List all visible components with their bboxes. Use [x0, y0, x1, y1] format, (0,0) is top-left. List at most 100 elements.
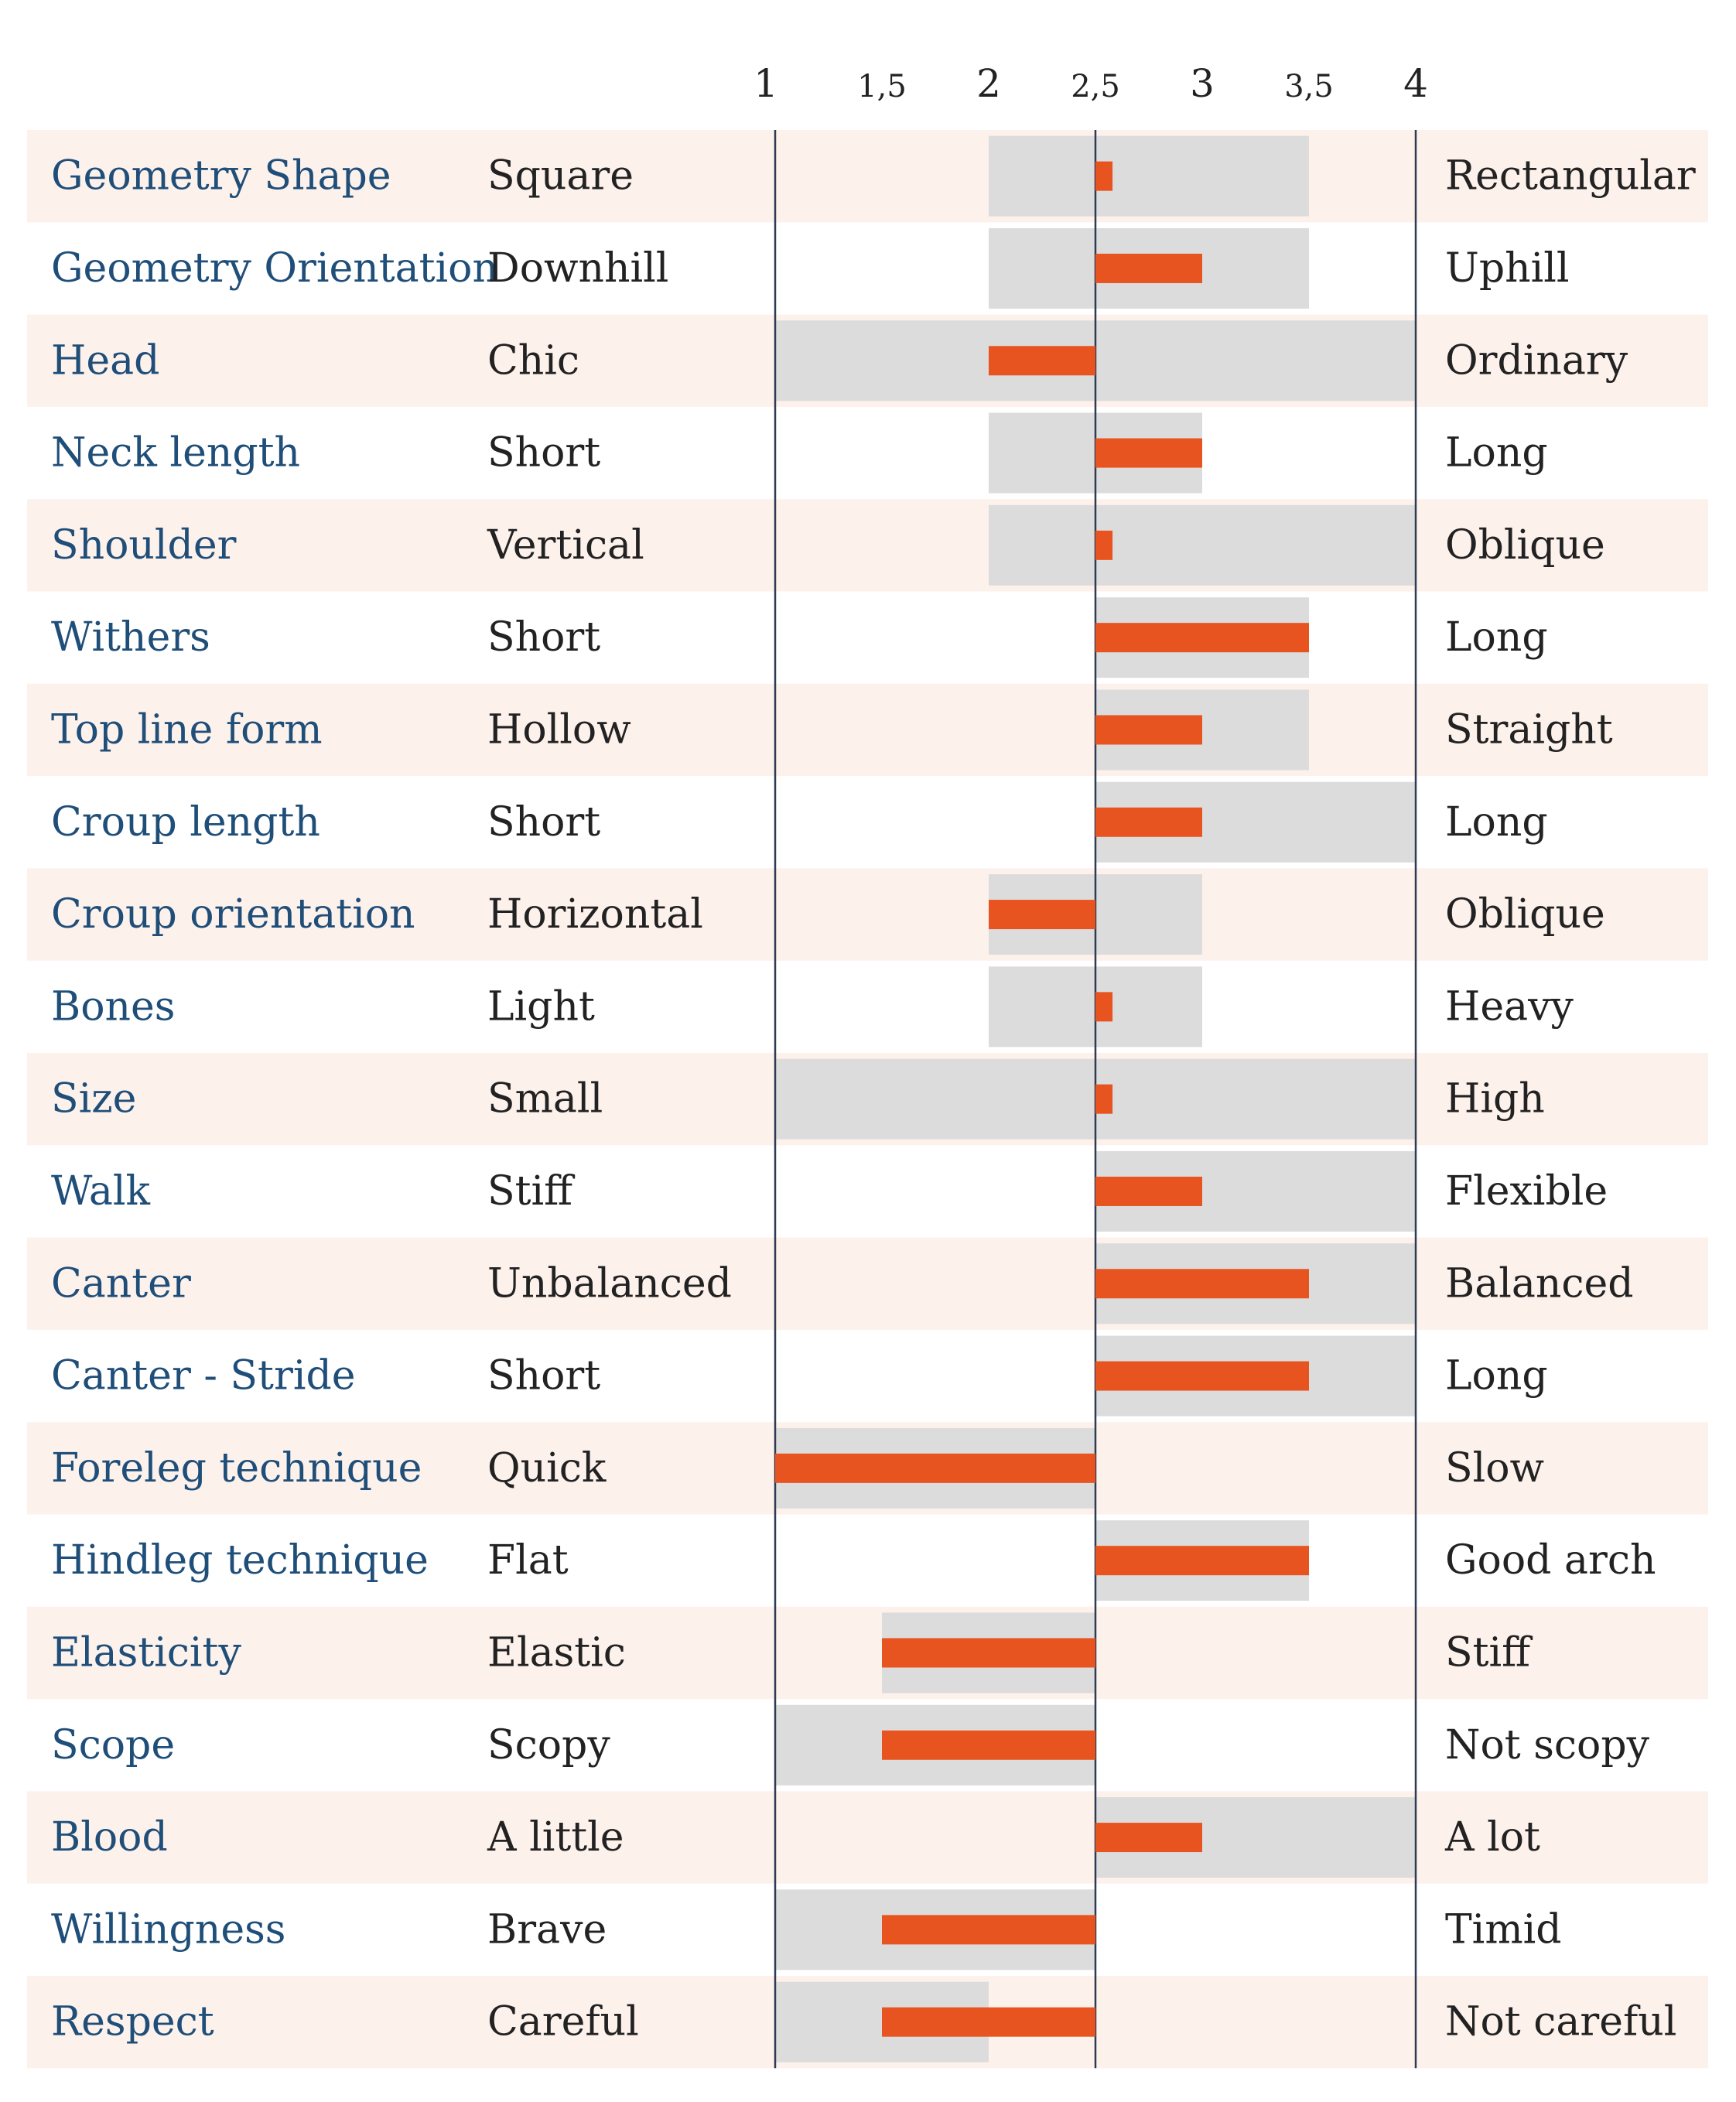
high-pole-label: Long [1445, 1353, 1548, 1400]
value-bar [989, 346, 1095, 376]
low-pole-label: Careful [487, 1999, 639, 2046]
trait-label: Neck length [51, 430, 300, 477]
low-pole-label: Downhill [487, 245, 668, 292]
row-stripe [27, 868, 1708, 961]
trait-label: Head [51, 337, 159, 384]
high-pole-label: Long [1445, 614, 1548, 661]
high-pole-label: Flexible [1445, 1168, 1608, 1215]
low-pole-label: Small [487, 1076, 603, 1123]
trait-label: Croup orientation [51, 891, 415, 938]
trait-label: Shoulder [51, 522, 237, 569]
low-pole-label: Quick [487, 1445, 607, 1492]
high-pole-label: Ordinary [1445, 337, 1628, 384]
value-bar [1095, 253, 1202, 283]
value-bar [1095, 1546, 1309, 1576]
high-pole-label: Rectangular [1445, 153, 1696, 200]
trait-label: Geometry Orientation [51, 245, 498, 292]
high-pole-label: Balanced [1445, 1260, 1634, 1307]
trait-label: Scope [51, 1722, 175, 1769]
value-bar [882, 1638, 1095, 1668]
value-bar [1095, 1269, 1309, 1299]
trait-label: Size [51, 1076, 136, 1123]
row-stripe [27, 1606, 1708, 1700]
low-pole-label: Stiff [487, 1168, 576, 1215]
high-pole-label: Stiff [1445, 1629, 1533, 1676]
trait-label: Top line form [51, 706, 323, 753]
row-labels: Geometry Shape Square Rectangular Geometry … [51, 153, 1696, 2046]
value-bar [1095, 438, 1202, 468]
high-pole-label: Straight [1445, 706, 1613, 753]
range-band [989, 135, 1309, 217]
high-pole-label: Heavy [1445, 983, 1574, 1030]
low-pole-label: Short [487, 430, 600, 477]
tick-label: 4 [1403, 61, 1428, 106]
value-bar [1095, 992, 1113, 1022]
value-bar [1095, 807, 1202, 837]
value-bar [1095, 1823, 1202, 1853]
low-pole-label: Square [487, 153, 634, 200]
low-pole-label: Hollow [487, 706, 631, 753]
tick-label: 3 [1190, 61, 1215, 106]
low-pole-label: Vertical [487, 522, 644, 569]
value-bar [882, 1730, 1095, 1760]
trait-label: Foreleg technique [51, 1445, 422, 1492]
low-pole-label: Short [487, 614, 600, 661]
row-stripe [27, 499, 1708, 592]
value-bar [882, 1915, 1095, 1945]
high-pole-label: Uphill [1445, 245, 1570, 292]
row-stripe [27, 683, 1708, 777]
high-pole-label: High [1445, 1076, 1545, 1123]
tick-label: 3,5 [1284, 69, 1334, 104]
value-bar [1095, 1176, 1202, 1206]
low-pole-label: Horizontal [487, 891, 703, 938]
high-pole-label: Not scopy [1445, 1722, 1650, 1769]
tick-label: 2 [976, 61, 1001, 106]
high-pole-label: A lot [1444, 1814, 1540, 1861]
row-stripe [27, 130, 1708, 223]
low-pole-label: Scopy [487, 1722, 610, 1769]
low-pole-label: Unbalanced [487, 1260, 732, 1307]
trait-label: Geometry Shape [51, 153, 391, 200]
value-bar [882, 2007, 1095, 2037]
high-pole-label: Oblique [1445, 522, 1605, 569]
low-pole-label: Short [487, 799, 600, 846]
row-stripe [27, 1791, 1708, 1884]
high-pole-label: Long [1445, 799, 1548, 846]
value-bar [1095, 161, 1113, 191]
trait-label: Bones [51, 983, 175, 1030]
low-pole-label: Light [487, 983, 595, 1030]
high-pole-label: Timid [1445, 1906, 1562, 1953]
low-pole-label: Brave [487, 1906, 607, 1953]
value-bars [775, 161, 1309, 2037]
value-bar [989, 900, 1095, 930]
high-pole-label: Good arch [1445, 1537, 1656, 1584]
trait-label: Walk [51, 1168, 151, 1215]
high-pole-label: Long [1445, 430, 1548, 477]
low-pole-label: Elastic [487, 1629, 626, 1676]
low-pole-label: Short [487, 1353, 600, 1400]
range-band [989, 504, 1416, 586]
trait-label: Canter - Stride [51, 1353, 356, 1400]
low-pole-label: Flat [487, 1537, 569, 1584]
trait-label: Croup length [51, 799, 320, 846]
trait-label: Respect [51, 1999, 214, 2046]
row-stripe [27, 1237, 1708, 1330]
high-pole-label: Slow [1445, 1445, 1544, 1492]
tick-labels: 1 1,5 2 2,5 3 3,5 4 [754, 61, 1428, 106]
trait-label: Elasticity [51, 1629, 241, 1676]
value-bar [1095, 715, 1202, 745]
high-pole-label: Not careful [1445, 1999, 1676, 2046]
trait-label: Canter [51, 1260, 191, 1307]
trait-label: Hindleg technique [51, 1537, 429, 1584]
value-bar [1095, 1361, 1309, 1391]
trait-label: Blood [51, 1814, 168, 1861]
low-pole-label: Chic [487, 337, 579, 384]
value-bar [775, 1453, 1095, 1483]
high-pole-label: Oblique [1445, 891, 1605, 938]
tick-label: 1,5 [857, 69, 907, 104]
low-pole-label: A little [487, 1814, 624, 1861]
trait-label: Withers [51, 614, 210, 661]
value-bar [1095, 1084, 1113, 1114]
tick-label: 2,5 [1071, 69, 1120, 104]
